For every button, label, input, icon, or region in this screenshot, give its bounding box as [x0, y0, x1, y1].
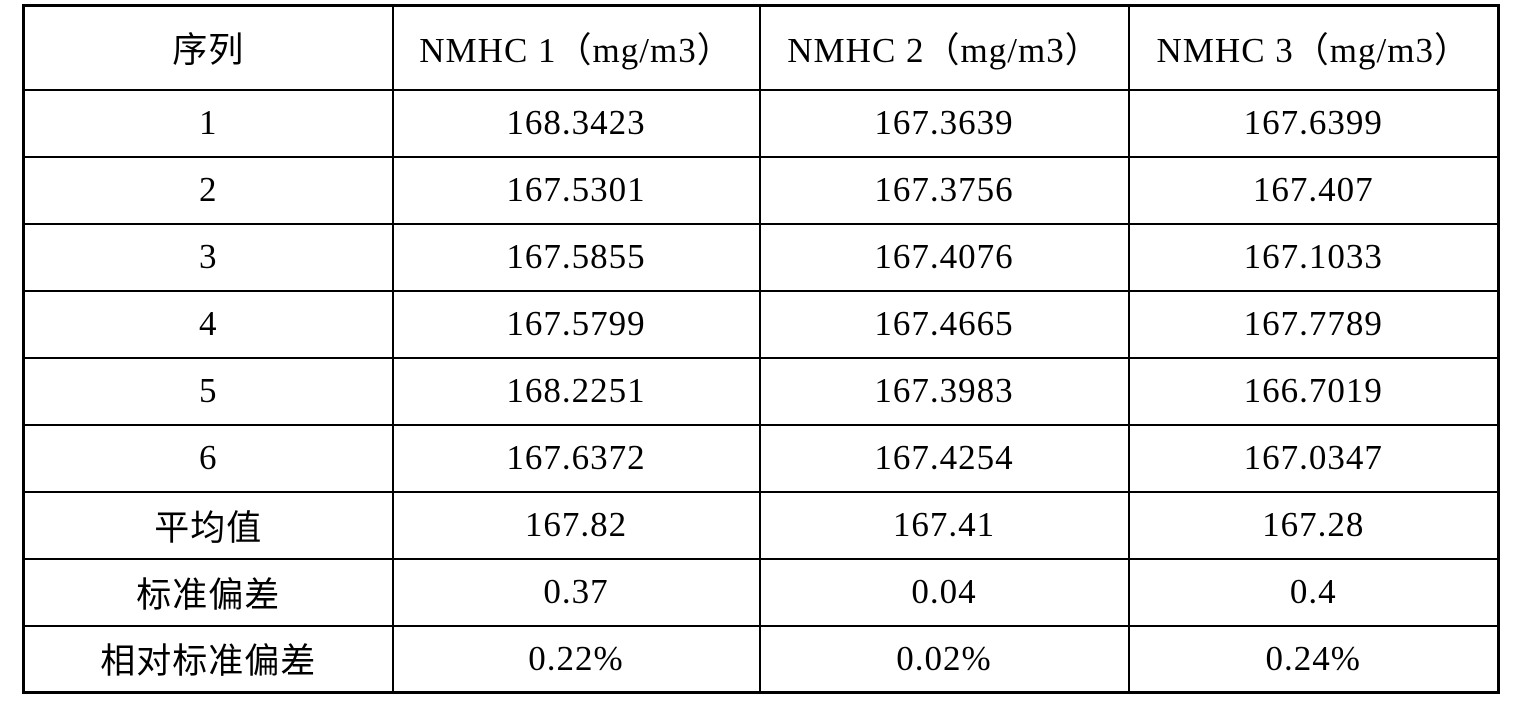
table-cell: 167.1033	[1127, 222, 1500, 292]
table-cell: 167.3639	[758, 88, 1130, 158]
row-label: 5	[22, 356, 394, 426]
row-label: 标准偏差	[22, 557, 394, 627]
header-cell: NMHC 3（mg/m3）	[1127, 4, 1500, 91]
table-cell: 0.02%	[758, 624, 1130, 694]
table-cell: 167.4076	[758, 222, 1130, 292]
table-cell: 167.6372	[391, 423, 761, 493]
table-row: 2 167.5301 167.3756 167.407	[22, 155, 1500, 225]
table-cell: 166.7019	[1127, 356, 1500, 426]
header-cell: NMHC 2（mg/m3）	[758, 4, 1130, 91]
table-cell: 0.04	[758, 557, 1130, 627]
table-row: 3 167.5855 167.4076 167.1033	[22, 222, 1500, 292]
table-cell: 167.4665	[758, 289, 1130, 359]
table-cell: 167.3756	[758, 155, 1130, 225]
header-cell: NMHC 1（mg/m3）	[391, 4, 761, 91]
data-table: 序列 NMHC 1（mg/m3） NMHC 2（mg/m3） NMHC 3（mg/m3…	[22, 4, 1500, 694]
table-cell: 167.0347	[1127, 423, 1500, 493]
table-cell: 0.22%	[391, 624, 761, 694]
table-cell: 0.37	[391, 557, 761, 627]
row-label: 相对标准偏差	[22, 624, 394, 694]
table-cell: 167.407	[1127, 155, 1500, 225]
table-cell: 167.5799	[391, 289, 761, 359]
row-label: 4	[22, 289, 394, 359]
row-label: 平均值	[22, 490, 394, 560]
row-label: 1	[22, 88, 394, 158]
table-cell: 0.4	[1127, 557, 1500, 627]
table-cell: 167.41	[758, 490, 1130, 560]
row-label: 2	[22, 155, 394, 225]
table-cell: 0.24%	[1127, 624, 1500, 694]
table-cell: 167.82	[391, 490, 761, 560]
table-row: 5 168.2251 167.3983 166.7019	[22, 356, 1500, 426]
table-row: 1 168.3423 167.3639 167.6399	[22, 88, 1500, 158]
table-row: 平均值 167.82 167.41 167.28	[22, 490, 1500, 560]
table-cell: 167.7789	[1127, 289, 1500, 359]
table-cell: 167.5855	[391, 222, 761, 292]
table-row: 4 167.5799 167.4665 167.7789	[22, 289, 1500, 359]
table-row: 标准偏差 0.37 0.04 0.4	[22, 557, 1500, 627]
table-cell: 167.6399	[1127, 88, 1500, 158]
header-cell: 序列	[22, 4, 394, 91]
header-row: 序列 NMHC 1（mg/m3） NMHC 2（mg/m3） NMHC 3（mg/m3…	[22, 4, 1500, 91]
table-body: 序列 NMHC 1（mg/m3） NMHC 2（mg/m3） NMHC 3（mg/m3…	[22, 4, 1500, 694]
table-row: 6 167.6372 167.4254 167.0347	[22, 423, 1500, 493]
row-label: 3	[22, 222, 394, 292]
table-row: 相对标准偏差 0.22% 0.02% 0.24%	[22, 624, 1500, 694]
table-cell: 167.28	[1127, 490, 1500, 560]
table-cell: 167.4254	[758, 423, 1130, 493]
table-cell: 167.5301	[391, 155, 761, 225]
table-cell: 168.2251	[391, 356, 761, 426]
table-cell: 167.3983	[758, 356, 1130, 426]
row-label: 6	[22, 423, 394, 493]
table-cell: 168.3423	[391, 88, 761, 158]
